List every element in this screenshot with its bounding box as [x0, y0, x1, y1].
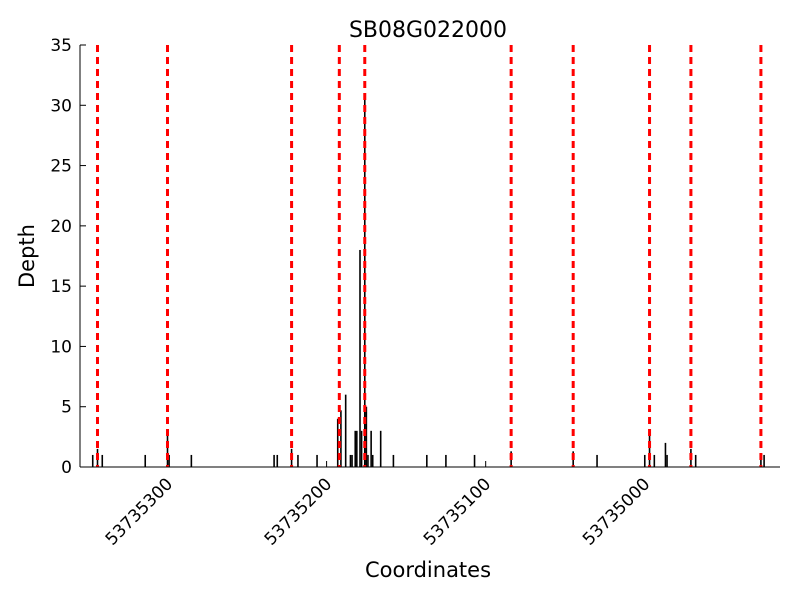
x-tick-label: 53735200 [261, 474, 336, 549]
bar [168, 454, 170, 467]
bar [297, 454, 299, 467]
bar [190, 454, 193, 467]
bar [144, 454, 147, 467]
bar [340, 410, 342, 467]
bar [367, 454, 369, 467]
y-tick-label: 20 [50, 217, 72, 237]
bar [370, 430, 372, 467]
bar [392, 454, 395, 467]
bar [101, 454, 104, 467]
bar [648, 434, 651, 467]
chart-title: SB08G022000 [349, 18, 507, 43]
bar [596, 454, 598, 467]
bar [666, 454, 668, 467]
bar [763, 454, 765, 467]
y-tick-label: 35 [50, 36, 72, 56]
x-axis-label: Coordinates [365, 558, 491, 582]
y-axis-label: Depth [15, 224, 39, 288]
bar [356, 430, 358, 467]
bar [360, 430, 363, 467]
bar [363, 93, 366, 467]
bar [365, 406, 368, 467]
y-tick-label: 15 [50, 277, 72, 297]
bar [273, 454, 275, 467]
bar [760, 454, 762, 467]
bar [473, 454, 476, 467]
bar [166, 430, 169, 467]
y-tick-label: 10 [50, 337, 72, 357]
y-tick-label: 25 [50, 157, 72, 177]
x-tick-label: 53735000 [579, 474, 654, 549]
x-tick-label: 53735300 [102, 474, 177, 549]
bar [643, 454, 646, 467]
bar [349, 454, 352, 467]
bar [664, 442, 667, 467]
x-tick-label: 53735100 [420, 474, 495, 549]
bar [694, 454, 697, 467]
y-tick-label: 5 [61, 398, 72, 418]
bar [653, 454, 656, 467]
bar [354, 430, 357, 467]
bar [351, 454, 353, 467]
bar [91, 454, 94, 467]
bar [426, 454, 428, 467]
bar [379, 430, 382, 467]
bar [359, 249, 361, 467]
bar [316, 454, 318, 467]
bar [276, 454, 279, 467]
bar [344, 394, 347, 467]
bar [445, 454, 447, 467]
bar [336, 418, 339, 467]
bar [371, 454, 374, 467]
y-tick-label: 30 [50, 96, 72, 116]
y-tick-label: 0 [61, 458, 72, 478]
